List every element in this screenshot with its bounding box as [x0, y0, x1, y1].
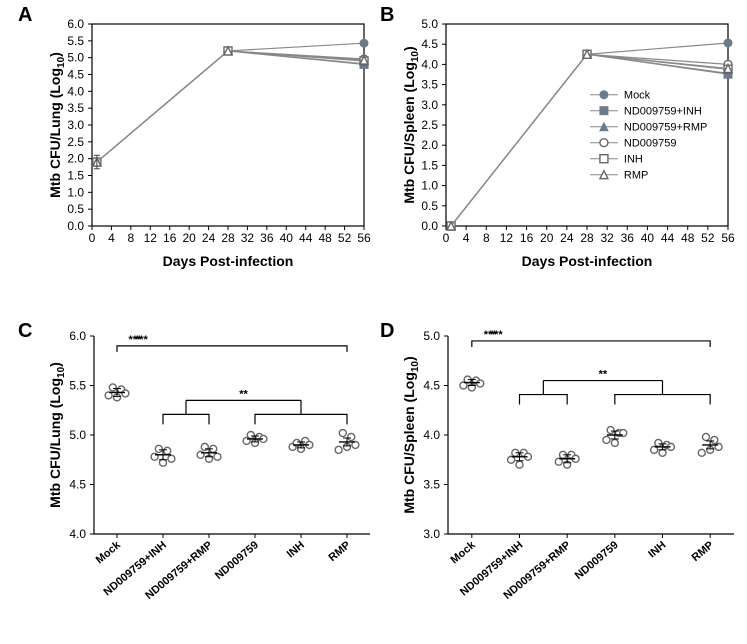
svg-text:28: 28 — [221, 231, 235, 245]
svg-text:0.0: 0.0 — [421, 219, 438, 233]
svg-text:32: 32 — [241, 231, 255, 245]
svg-text:0: 0 — [443, 231, 450, 245]
svg-text:56: 56 — [721, 231, 735, 245]
svg-text:4.5: 4.5 — [423, 379, 440, 393]
svg-text:1.5: 1.5 — [421, 158, 438, 172]
svg-text:5.0: 5.0 — [423, 330, 440, 343]
svg-text:5.0: 5.0 — [69, 428, 86, 442]
svg-text:6.0: 6.0 — [69, 330, 86, 343]
svg-text:3.5: 3.5 — [423, 478, 440, 492]
svg-text:0.0: 0.0 — [67, 219, 84, 233]
svg-text:**: ** — [599, 369, 608, 381]
svg-text:3.0: 3.0 — [421, 98, 438, 112]
svg-text:32: 32 — [600, 231, 614, 245]
svg-text:2.0: 2.0 — [421, 138, 438, 152]
svg-text:0.5: 0.5 — [67, 202, 84, 216]
svg-text:5.0: 5.0 — [67, 51, 84, 65]
svg-text:4: 4 — [108, 231, 115, 245]
svg-text:2.5: 2.5 — [67, 135, 84, 149]
svg-text:44: 44 — [661, 231, 675, 245]
svg-text:4.0: 4.0 — [69, 527, 86, 541]
svg-text:Days Post-infection: Days Post-infection — [522, 253, 653, 269]
chart-a: 0481216202428323640444852560.00.51.01.52… — [46, 14, 376, 274]
svg-text:40: 40 — [280, 231, 294, 245]
label-d: D — [380, 320, 394, 343]
svg-text:6.0: 6.0 — [67, 17, 84, 31]
svg-text:36: 36 — [621, 231, 635, 245]
svg-text:INH: INH — [624, 154, 643, 166]
svg-text:4.0: 4.0 — [67, 84, 84, 98]
chart-c: 4.04.55.05.56.0MockND009759+INHND009759+… — [46, 330, 376, 630]
svg-text:Days Post-infection: Days Post-infection — [163, 253, 294, 269]
svg-text:12: 12 — [144, 231, 158, 245]
svg-text:24: 24 — [202, 231, 216, 245]
svg-text:5.5: 5.5 — [69, 379, 86, 393]
svg-text:ND009759: ND009759 — [213, 539, 261, 582]
svg-text:44: 44 — [299, 231, 313, 245]
svg-text:RMP: RMP — [326, 539, 352, 564]
svg-text:***: *** — [135, 334, 149, 346]
svg-text:Mock: Mock — [94, 539, 124, 567]
label-c: C — [18, 320, 32, 343]
svg-text:8: 8 — [483, 231, 490, 245]
chart-b: 0481216202428323640444852560.00.51.01.52… — [400, 14, 740, 274]
svg-text:***: *** — [490, 330, 504, 341]
svg-text:ND009759+INH: ND009759+INH — [624, 106, 702, 118]
svg-text:Mtb CFU/Lung (Log10): Mtb CFU/Lung (Log10) — [47, 362, 67, 508]
svg-text:RMP: RMP — [690, 539, 716, 564]
svg-text:5.5: 5.5 — [67, 34, 84, 48]
svg-text:INH: INH — [285, 539, 307, 560]
svg-text:20: 20 — [182, 231, 196, 245]
svg-text:4.5: 4.5 — [67, 68, 84, 82]
svg-text:52: 52 — [338, 231, 352, 245]
label-a: A — [18, 4, 32, 27]
svg-text:20: 20 — [540, 231, 554, 245]
svg-text:36: 36 — [260, 231, 274, 245]
svg-text:4.5: 4.5 — [69, 478, 86, 492]
svg-text:2.0: 2.0 — [67, 152, 84, 166]
svg-text:4: 4 — [463, 231, 470, 245]
svg-text:24: 24 — [560, 231, 574, 245]
svg-text:3.5: 3.5 — [421, 78, 438, 92]
label-b: B — [380, 4, 394, 27]
svg-text:3.0: 3.0 — [423, 527, 440, 541]
svg-text:52: 52 — [701, 231, 715, 245]
svg-text:**: ** — [239, 388, 248, 400]
svg-text:INH: INH — [646, 539, 668, 560]
svg-text:4.0: 4.0 — [423, 428, 440, 442]
svg-text:Mtb CFU/Spleen (Log10): Mtb CFU/Spleen (Log10) — [401, 356, 421, 513]
svg-text:56: 56 — [357, 231, 371, 245]
svg-text:Mtb CFU/Lung (Log10): Mtb CFU/Lung (Log10) — [47, 52, 67, 198]
svg-text:40: 40 — [641, 231, 655, 245]
chart-d: 3.03.54.04.55.0MockND009759+INHND009759+… — [400, 330, 740, 630]
svg-text:0.5: 0.5 — [421, 199, 438, 213]
svg-text:4.0: 4.0 — [421, 57, 438, 71]
svg-text:Mtb CFU/Spleen (Log10): Mtb CFU/Spleen (Log10) — [401, 46, 421, 203]
svg-text:ND009759+RMP: ND009759+RMP — [624, 122, 707, 134]
svg-text:5.0: 5.0 — [421, 17, 438, 31]
svg-text:1.0: 1.0 — [67, 185, 84, 199]
svg-text:ND009759: ND009759 — [624, 138, 677, 150]
svg-text:28: 28 — [580, 231, 594, 245]
svg-text:1.5: 1.5 — [67, 169, 84, 183]
svg-text:2.5: 2.5 — [421, 118, 438, 132]
svg-text:Mock: Mock — [624, 90, 651, 102]
svg-text:16: 16 — [163, 231, 177, 245]
svg-text:48: 48 — [681, 231, 695, 245]
svg-text:0: 0 — [89, 231, 96, 245]
svg-text:ND009759: ND009759 — [573, 539, 621, 582]
svg-text:48: 48 — [318, 231, 332, 245]
svg-text:1.0: 1.0 — [421, 179, 438, 193]
svg-text:12: 12 — [500, 231, 514, 245]
svg-text:3.0: 3.0 — [67, 118, 84, 132]
svg-text:16: 16 — [520, 231, 534, 245]
svg-text:3.5: 3.5 — [67, 101, 84, 115]
svg-text:8: 8 — [128, 231, 135, 245]
svg-text:Mock: Mock — [449, 539, 479, 567]
svg-text:4.5: 4.5 — [421, 37, 438, 51]
svg-text:RMP: RMP — [624, 170, 648, 182]
